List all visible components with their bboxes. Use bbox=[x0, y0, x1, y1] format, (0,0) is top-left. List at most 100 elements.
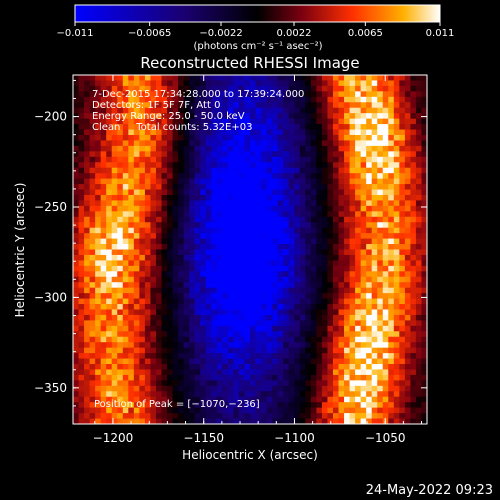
heatmap-cell bbox=[194, 364, 201, 370]
heatmap-cell bbox=[299, 364, 306, 370]
heatmap-cell bbox=[244, 374, 251, 381]
heatmap-cell bbox=[250, 396, 256, 403]
heatmap-cell bbox=[332, 325, 339, 332]
heatmap-cell bbox=[316, 304, 323, 310]
heatmap-cell bbox=[366, 271, 373, 278]
heatmap-cell bbox=[167, 85, 173, 92]
heatmap-cell bbox=[410, 145, 417, 152]
heatmap-cell bbox=[377, 282, 384, 289]
heatmap-cell bbox=[421, 178, 427, 185]
heatmap-cell bbox=[161, 162, 168, 169]
heatmap-cell bbox=[144, 107, 151, 114]
heatmap-cell bbox=[277, 358, 284, 365]
heatmap-cell bbox=[349, 156, 356, 163]
heatmap-cell bbox=[327, 325, 334, 332]
heatmap-cell bbox=[205, 194, 212, 201]
heatmap-cell bbox=[144, 238, 151, 245]
heatmap-cell bbox=[233, 222, 240, 229]
heatmap-cell bbox=[183, 331, 190, 338]
heatmap-cell bbox=[277, 418, 284, 424]
heatmap-cell bbox=[371, 353, 378, 359]
heatmap-cell bbox=[111, 124, 118, 130]
heatmap-cell bbox=[277, 85, 284, 92]
heatmap-cell bbox=[183, 413, 190, 419]
heatmap-cell bbox=[305, 402, 312, 409]
heatmap-cell bbox=[178, 320, 185, 327]
heatmap-cell bbox=[194, 145, 201, 152]
heatmap-cell bbox=[366, 151, 373, 158]
heatmap-cell bbox=[117, 276, 124, 283]
heatmap-cell bbox=[393, 336, 400, 343]
heatmap-cell bbox=[277, 118, 284, 125]
heatmap-cell bbox=[222, 396, 229, 403]
heatmap-cell bbox=[283, 222, 290, 229]
heatmap-cell bbox=[211, 396, 218, 403]
heatmap-cell bbox=[183, 107, 190, 114]
heatmap-cell bbox=[360, 298, 367, 305]
heatmap-cell bbox=[332, 178, 339, 185]
heatmap-cell bbox=[371, 309, 378, 316]
heatmap-cell bbox=[89, 374, 96, 381]
heatmap-cell bbox=[161, 336, 168, 343]
heatmap-cell bbox=[393, 276, 400, 283]
heatmap-cell bbox=[371, 233, 378, 239]
heatmap-cell bbox=[371, 151, 378, 158]
heatmap-cell bbox=[222, 271, 229, 278]
heatmap-cell bbox=[360, 396, 367, 403]
heatmap-cell bbox=[172, 276, 179, 283]
heatmap-cell bbox=[216, 211, 223, 218]
heatmap-cell bbox=[399, 309, 406, 316]
heatmap-cell bbox=[421, 156, 427, 163]
heatmap-cell bbox=[250, 249, 256, 256]
heatmap-cell bbox=[255, 309, 262, 316]
heatmap-cell bbox=[255, 314, 262, 321]
heatmap-cell bbox=[244, 413, 251, 419]
heatmap-cell bbox=[266, 211, 273, 218]
heatmap-cell bbox=[355, 320, 362, 327]
heatmap-cell bbox=[294, 353, 301, 359]
heatmap-cell bbox=[95, 173, 102, 180]
heatmap-cell bbox=[288, 325, 295, 332]
heatmap-cell bbox=[122, 173, 129, 180]
heatmap-cell bbox=[410, 194, 417, 201]
heatmap-cell bbox=[266, 320, 273, 327]
heatmap-cell bbox=[111, 293, 118, 299]
heatmap-cell bbox=[216, 374, 223, 381]
heatmap-cell bbox=[211, 222, 218, 229]
heatmap-cell bbox=[133, 402, 140, 409]
heatmap-cell bbox=[338, 140, 345, 147]
heatmap-cell bbox=[178, 276, 185, 283]
heatmap-cell bbox=[316, 173, 323, 180]
heatmap-cell bbox=[294, 167, 301, 174]
heatmap-cell bbox=[117, 91, 124, 98]
heatmap-cell bbox=[244, 189, 251, 196]
heatmap-cell bbox=[305, 124, 312, 130]
heatmap-cell bbox=[244, 222, 251, 229]
heatmap-cell bbox=[393, 413, 400, 419]
heatmap-cell bbox=[89, 347, 96, 354]
heatmap-cell bbox=[194, 102, 201, 109]
heatmap-cell bbox=[360, 418, 367, 424]
heatmap-cell bbox=[360, 364, 367, 370]
heatmap-cell bbox=[382, 85, 389, 92]
heatmap-cell bbox=[327, 211, 334, 218]
heatmap-cell bbox=[167, 298, 173, 305]
heatmap-cell bbox=[299, 353, 306, 359]
heatmap-cell bbox=[321, 385, 328, 392]
heatmap-cell bbox=[100, 407, 107, 414]
heatmap-cell bbox=[321, 200, 328, 207]
heatmap-cell bbox=[216, 309, 223, 316]
heatmap-cell bbox=[194, 336, 201, 343]
heatmap-cell bbox=[222, 200, 229, 207]
heatmap-cell bbox=[366, 287, 373, 294]
heatmap-cell bbox=[316, 102, 323, 109]
heatmap-cell bbox=[211, 244, 218, 250]
heatmap-cell bbox=[233, 140, 240, 147]
heatmap-cell bbox=[404, 200, 411, 207]
heatmap-cell bbox=[250, 287, 256, 294]
heatmap-cell bbox=[227, 254, 234, 261]
heatmap-cell bbox=[73, 244, 79, 250]
heatmap-cell bbox=[355, 80, 362, 87]
heatmap-cell bbox=[272, 227, 279, 234]
heatmap-cell bbox=[366, 156, 373, 163]
